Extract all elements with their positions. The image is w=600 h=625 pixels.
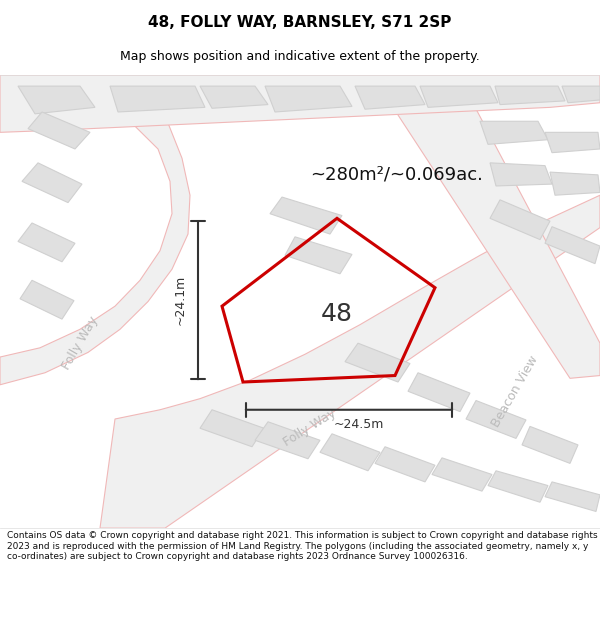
Polygon shape [480, 121, 548, 144]
Polygon shape [18, 86, 95, 114]
Polygon shape [545, 482, 600, 511]
Text: ~24.1m: ~24.1m [173, 275, 187, 325]
Polygon shape [495, 86, 565, 104]
Polygon shape [18, 223, 75, 262]
Polygon shape [28, 112, 90, 149]
Polygon shape [490, 200, 550, 239]
Text: Beacon View: Beacon View [489, 353, 541, 429]
Polygon shape [22, 163, 82, 202]
Polygon shape [408, 372, 470, 412]
Polygon shape [110, 86, 205, 112]
Polygon shape [545, 227, 600, 264]
Polygon shape [265, 86, 352, 112]
Polygon shape [562, 86, 600, 103]
Polygon shape [390, 75, 600, 378]
Polygon shape [0, 75, 600, 132]
Polygon shape [550, 172, 600, 195]
Polygon shape [488, 471, 548, 502]
Polygon shape [285, 237, 352, 274]
Polygon shape [420, 86, 498, 108]
Polygon shape [355, 86, 425, 109]
Polygon shape [345, 343, 410, 382]
Text: Folly Way: Folly Way [59, 314, 100, 372]
Polygon shape [320, 434, 380, 471]
Polygon shape [200, 410, 264, 447]
Polygon shape [545, 132, 600, 152]
Polygon shape [432, 458, 492, 491]
Polygon shape [100, 195, 600, 528]
Polygon shape [375, 447, 435, 482]
Polygon shape [20, 280, 74, 319]
Polygon shape [255, 422, 320, 459]
Polygon shape [490, 163, 552, 186]
Text: Folly Way: Folly Way [281, 407, 338, 449]
Polygon shape [200, 86, 268, 108]
Text: Contains OS data © Crown copyright and database right 2021. This information is : Contains OS data © Crown copyright and d… [7, 531, 598, 561]
Text: Map shows position and indicative extent of the property.: Map shows position and indicative extent… [120, 50, 480, 62]
Polygon shape [466, 401, 526, 438]
Polygon shape [0, 75, 190, 385]
Polygon shape [522, 426, 578, 463]
Text: 48: 48 [320, 302, 352, 326]
Text: ~24.5m: ~24.5m [334, 418, 384, 431]
Text: ~280m²/~0.069ac.: ~280m²/~0.069ac. [310, 166, 483, 184]
Text: 48, FOLLY WAY, BARNSLEY, S71 2SP: 48, FOLLY WAY, BARNSLEY, S71 2SP [148, 15, 452, 30]
Polygon shape [270, 197, 342, 234]
